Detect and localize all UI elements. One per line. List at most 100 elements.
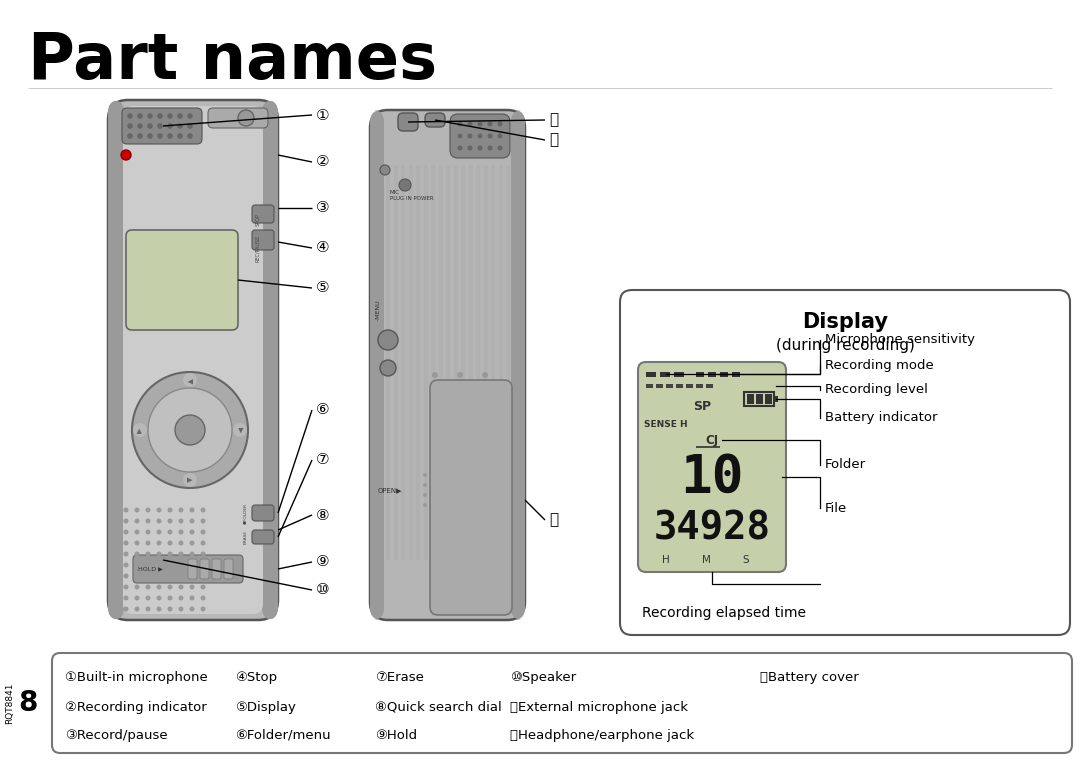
Text: Recording level: Recording level xyxy=(825,384,928,397)
Bar xyxy=(744,392,774,406)
Bar xyxy=(676,384,683,388)
Bar xyxy=(423,165,428,560)
Bar xyxy=(416,165,420,560)
Circle shape xyxy=(189,519,194,523)
Circle shape xyxy=(157,574,162,578)
Text: ▶: ▶ xyxy=(187,377,192,383)
FancyBboxPatch shape xyxy=(252,530,274,544)
Circle shape xyxy=(178,529,184,535)
Bar xyxy=(732,372,740,377)
Circle shape xyxy=(498,133,502,139)
Circle shape xyxy=(135,508,139,512)
Text: S: S xyxy=(743,555,750,565)
FancyBboxPatch shape xyxy=(108,100,278,620)
Bar xyxy=(484,165,487,560)
Bar xyxy=(386,165,390,560)
Circle shape xyxy=(189,562,194,568)
Text: ②Recording indicator: ②Recording indicator xyxy=(65,701,206,714)
Circle shape xyxy=(167,552,173,557)
FancyBboxPatch shape xyxy=(430,380,512,615)
Circle shape xyxy=(158,133,163,139)
Text: ●FOLDER: ●FOLDER xyxy=(244,502,248,524)
Bar xyxy=(446,165,450,560)
FancyBboxPatch shape xyxy=(370,110,525,620)
Circle shape xyxy=(146,529,150,535)
Circle shape xyxy=(157,552,162,557)
Circle shape xyxy=(178,552,184,557)
Text: 8: 8 xyxy=(18,689,38,717)
Circle shape xyxy=(157,607,162,611)
Circle shape xyxy=(135,519,139,523)
Bar xyxy=(646,372,656,377)
Circle shape xyxy=(487,122,492,126)
Circle shape xyxy=(189,552,194,557)
Bar xyxy=(708,372,716,377)
Circle shape xyxy=(487,133,492,139)
Text: ②: ② xyxy=(316,155,329,169)
Circle shape xyxy=(157,595,162,601)
Circle shape xyxy=(146,541,150,545)
Circle shape xyxy=(167,584,173,590)
Text: ③Record/pause: ③Record/pause xyxy=(65,729,167,742)
Circle shape xyxy=(133,423,147,437)
Circle shape xyxy=(121,150,131,160)
Bar xyxy=(656,384,663,388)
Circle shape xyxy=(157,529,162,535)
Bar xyxy=(666,384,673,388)
Text: CJ: CJ xyxy=(705,434,718,447)
Circle shape xyxy=(201,607,205,611)
Circle shape xyxy=(123,508,129,512)
Circle shape xyxy=(146,552,150,557)
Text: MIC
PLUG IN POWER: MIC PLUG IN POWER xyxy=(390,190,434,201)
Text: ▶: ▶ xyxy=(237,427,243,433)
Text: ⑦Erase: ⑦Erase xyxy=(375,671,423,684)
Text: Recording mode: Recording mode xyxy=(825,358,934,372)
Circle shape xyxy=(177,123,183,129)
Circle shape xyxy=(127,123,133,129)
Circle shape xyxy=(432,372,438,378)
Circle shape xyxy=(157,508,162,512)
Circle shape xyxy=(132,372,248,488)
Circle shape xyxy=(189,541,194,545)
Circle shape xyxy=(189,508,194,512)
Circle shape xyxy=(178,562,184,568)
Circle shape xyxy=(135,607,139,611)
Circle shape xyxy=(177,113,183,119)
FancyBboxPatch shape xyxy=(224,559,233,579)
Circle shape xyxy=(187,123,193,129)
Text: H: H xyxy=(662,555,670,565)
Text: Microphone sensitivity: Microphone sensitivity xyxy=(825,333,975,346)
Circle shape xyxy=(238,110,254,126)
Bar xyxy=(765,394,772,404)
Text: Part names: Part names xyxy=(28,30,437,92)
FancyBboxPatch shape xyxy=(399,113,418,131)
Circle shape xyxy=(146,519,150,523)
Text: ①: ① xyxy=(316,107,329,123)
Text: ⑦: ⑦ xyxy=(316,453,329,467)
Text: ⑪External microphone jack: ⑪External microphone jack xyxy=(510,701,688,714)
Circle shape xyxy=(178,595,184,601)
FancyBboxPatch shape xyxy=(262,100,278,620)
Text: ⑩: ⑩ xyxy=(316,582,329,597)
Text: Battery indicator: Battery indicator xyxy=(825,411,937,424)
Circle shape xyxy=(158,123,163,129)
Text: ⑩Speaker: ⑩Speaker xyxy=(510,671,576,684)
Text: ⑫: ⑫ xyxy=(549,133,558,148)
Text: ⑪: ⑪ xyxy=(549,113,558,127)
Circle shape xyxy=(123,519,129,523)
Circle shape xyxy=(487,146,492,150)
Text: M: M xyxy=(702,555,711,565)
Bar xyxy=(660,372,670,377)
Circle shape xyxy=(482,372,488,378)
Circle shape xyxy=(146,508,150,512)
Text: ⑫Headphone/earphone jack: ⑫Headphone/earphone jack xyxy=(510,729,694,742)
Text: Recording elapsed time: Recording elapsed time xyxy=(642,606,806,620)
Circle shape xyxy=(178,607,184,611)
FancyBboxPatch shape xyxy=(370,110,384,620)
Circle shape xyxy=(146,607,150,611)
FancyBboxPatch shape xyxy=(252,230,274,250)
Circle shape xyxy=(189,584,194,590)
Text: ⑧: ⑧ xyxy=(316,508,329,522)
Circle shape xyxy=(178,541,184,545)
Text: HOLD ▶: HOLD ▶ xyxy=(138,567,163,571)
